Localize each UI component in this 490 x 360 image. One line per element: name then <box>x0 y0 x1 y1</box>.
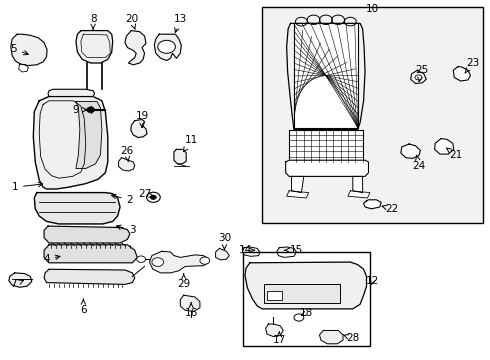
Text: 26: 26 <box>120 146 133 162</box>
Polygon shape <box>131 120 147 138</box>
Text: 25: 25 <box>415 65 428 82</box>
Text: 16: 16 <box>184 303 198 318</box>
Polygon shape <box>154 34 181 60</box>
Text: 11: 11 <box>183 135 198 152</box>
Polygon shape <box>287 191 309 198</box>
Text: 8: 8 <box>90 14 97 29</box>
Polygon shape <box>48 89 95 96</box>
Polygon shape <box>364 200 381 209</box>
Text: 9: 9 <box>73 105 87 115</box>
Polygon shape <box>44 269 135 284</box>
Polygon shape <box>174 149 186 164</box>
Polygon shape <box>44 245 137 263</box>
Polygon shape <box>401 144 420 158</box>
Polygon shape <box>286 160 368 176</box>
Bar <box>289 130 363 162</box>
Text: 14: 14 <box>238 245 254 255</box>
Polygon shape <box>245 262 367 309</box>
Text: 3: 3 <box>117 225 136 235</box>
Text: 24: 24 <box>412 155 426 171</box>
Polygon shape <box>292 176 304 193</box>
Circle shape <box>294 314 304 321</box>
Polygon shape <box>44 226 130 243</box>
Text: 27: 27 <box>138 189 154 199</box>
Polygon shape <box>76 102 102 168</box>
Circle shape <box>152 258 164 266</box>
Text: 4: 4 <box>43 254 60 264</box>
Polygon shape <box>180 295 200 311</box>
Text: 12: 12 <box>366 276 379 286</box>
Polygon shape <box>125 31 146 65</box>
Bar <box>294 23 358 128</box>
Text: 1: 1 <box>11 182 43 192</box>
Circle shape <box>158 40 175 53</box>
Polygon shape <box>34 193 120 224</box>
Circle shape <box>147 192 160 202</box>
Text: 2: 2 <box>112 194 133 205</box>
Text: 6: 6 <box>80 299 87 315</box>
Bar <box>262 7 483 223</box>
Circle shape <box>150 195 156 199</box>
Text: 22: 22 <box>382 204 399 214</box>
Polygon shape <box>411 70 426 84</box>
Polygon shape <box>453 67 470 81</box>
Polygon shape <box>277 247 296 257</box>
Polygon shape <box>149 251 208 273</box>
Polygon shape <box>76 31 113 63</box>
Polygon shape <box>119 158 135 171</box>
Circle shape <box>415 75 422 80</box>
Text: 18: 18 <box>299 308 313 318</box>
Text: 5: 5 <box>10 44 28 55</box>
Polygon shape <box>216 248 229 260</box>
Polygon shape <box>9 273 32 287</box>
Text: 20: 20 <box>125 14 138 29</box>
Circle shape <box>200 257 210 264</box>
Text: 7: 7 <box>10 279 24 289</box>
Text: 29: 29 <box>177 274 191 289</box>
Bar <box>267 291 282 300</box>
Polygon shape <box>319 330 343 344</box>
Text: 30: 30 <box>218 233 231 249</box>
Polygon shape <box>243 247 260 256</box>
Bar <box>243 252 370 346</box>
Text: 19: 19 <box>135 111 149 127</box>
Circle shape <box>137 256 146 262</box>
Text: 17: 17 <box>272 332 286 345</box>
Polygon shape <box>11 34 47 66</box>
Polygon shape <box>348 191 370 198</box>
Polygon shape <box>353 176 363 193</box>
Text: 10: 10 <box>366 4 379 14</box>
Circle shape <box>87 107 95 113</box>
Text: 15: 15 <box>284 245 303 255</box>
Polygon shape <box>266 324 283 337</box>
Text: 21: 21 <box>446 148 463 160</box>
Text: 28: 28 <box>343 333 360 343</box>
Text: 13: 13 <box>173 14 187 32</box>
Bar <box>264 284 340 303</box>
Polygon shape <box>435 139 454 154</box>
Text: 23: 23 <box>465 58 480 73</box>
Polygon shape <box>33 96 108 189</box>
